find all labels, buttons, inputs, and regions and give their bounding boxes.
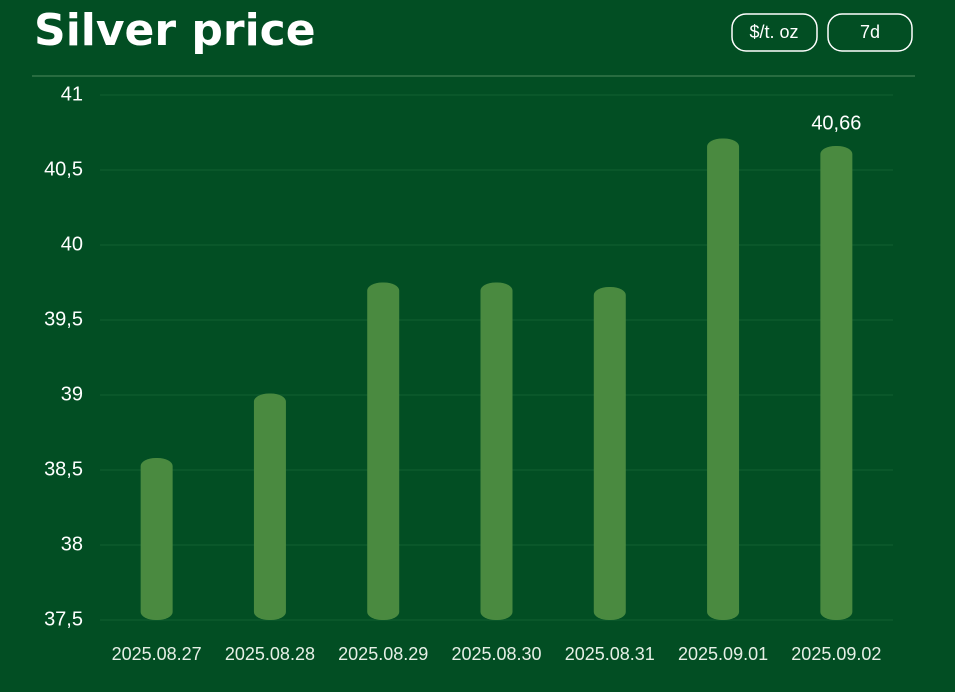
- bar: [367, 282, 400, 620]
- bar: [820, 146, 853, 620]
- y-tick-label: 41: [61, 83, 83, 105]
- y-tick-label: 38: [61, 533, 83, 555]
- x-tick-label: 2025.09.01: [678, 644, 768, 664]
- bar: [140, 458, 173, 620]
- period-button-frame[interactable]: [827, 13, 913, 52]
- y-tick-label: 38,5: [44, 458, 83, 480]
- bar: [707, 138, 740, 620]
- unit-button[interactable]: $/t. oz: [731, 13, 818, 52]
- bar: [593, 287, 626, 620]
- y-tick-label: 40: [61, 233, 83, 255]
- period-button-label[interactable]: 7d: [860, 22, 880, 42]
- bar: [480, 282, 513, 620]
- y-tick-label: 39,5: [44, 308, 83, 330]
- x-tick-label: 2025.08.28: [225, 644, 315, 664]
- y-tick-label: 40,5: [44, 158, 83, 180]
- y-tick-label: 37,5: [44, 608, 83, 630]
- value-label: 40,66: [811, 112, 861, 134]
- x-tick-label: 2025.08.31: [565, 644, 655, 664]
- y-tick-label: 39: [61, 383, 83, 405]
- bar: [253, 393, 286, 620]
- x-tick-label: 2025.08.30: [451, 644, 541, 664]
- x-tick-label: 2025.08.29: [338, 644, 428, 664]
- unit-button-frame[interactable]: [731, 13, 818, 52]
- chart-title: Silver price: [34, 5, 316, 56]
- unit-button-label[interactable]: $/t. oz: [749, 22, 798, 42]
- x-tick-label: 2025.09.02: [791, 644, 881, 664]
- x-tick-label: 2025.08.27: [112, 644, 202, 664]
- period-button[interactable]: 7d: [827, 13, 913, 52]
